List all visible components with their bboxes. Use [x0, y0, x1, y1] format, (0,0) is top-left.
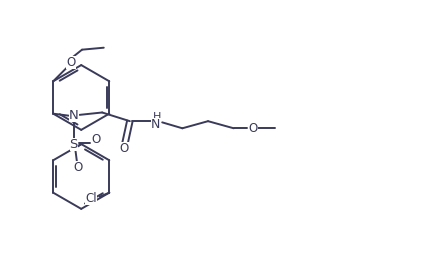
Text: O: O	[120, 141, 129, 154]
Text: O: O	[66, 56, 75, 69]
Text: O: O	[248, 122, 257, 135]
Text: N: N	[151, 118, 160, 131]
Text: S: S	[69, 138, 78, 151]
Text: Cl: Cl	[85, 192, 96, 205]
Text: O: O	[73, 161, 82, 174]
Text: O: O	[92, 133, 101, 146]
Text: H: H	[152, 112, 160, 122]
Text: N: N	[69, 109, 78, 122]
